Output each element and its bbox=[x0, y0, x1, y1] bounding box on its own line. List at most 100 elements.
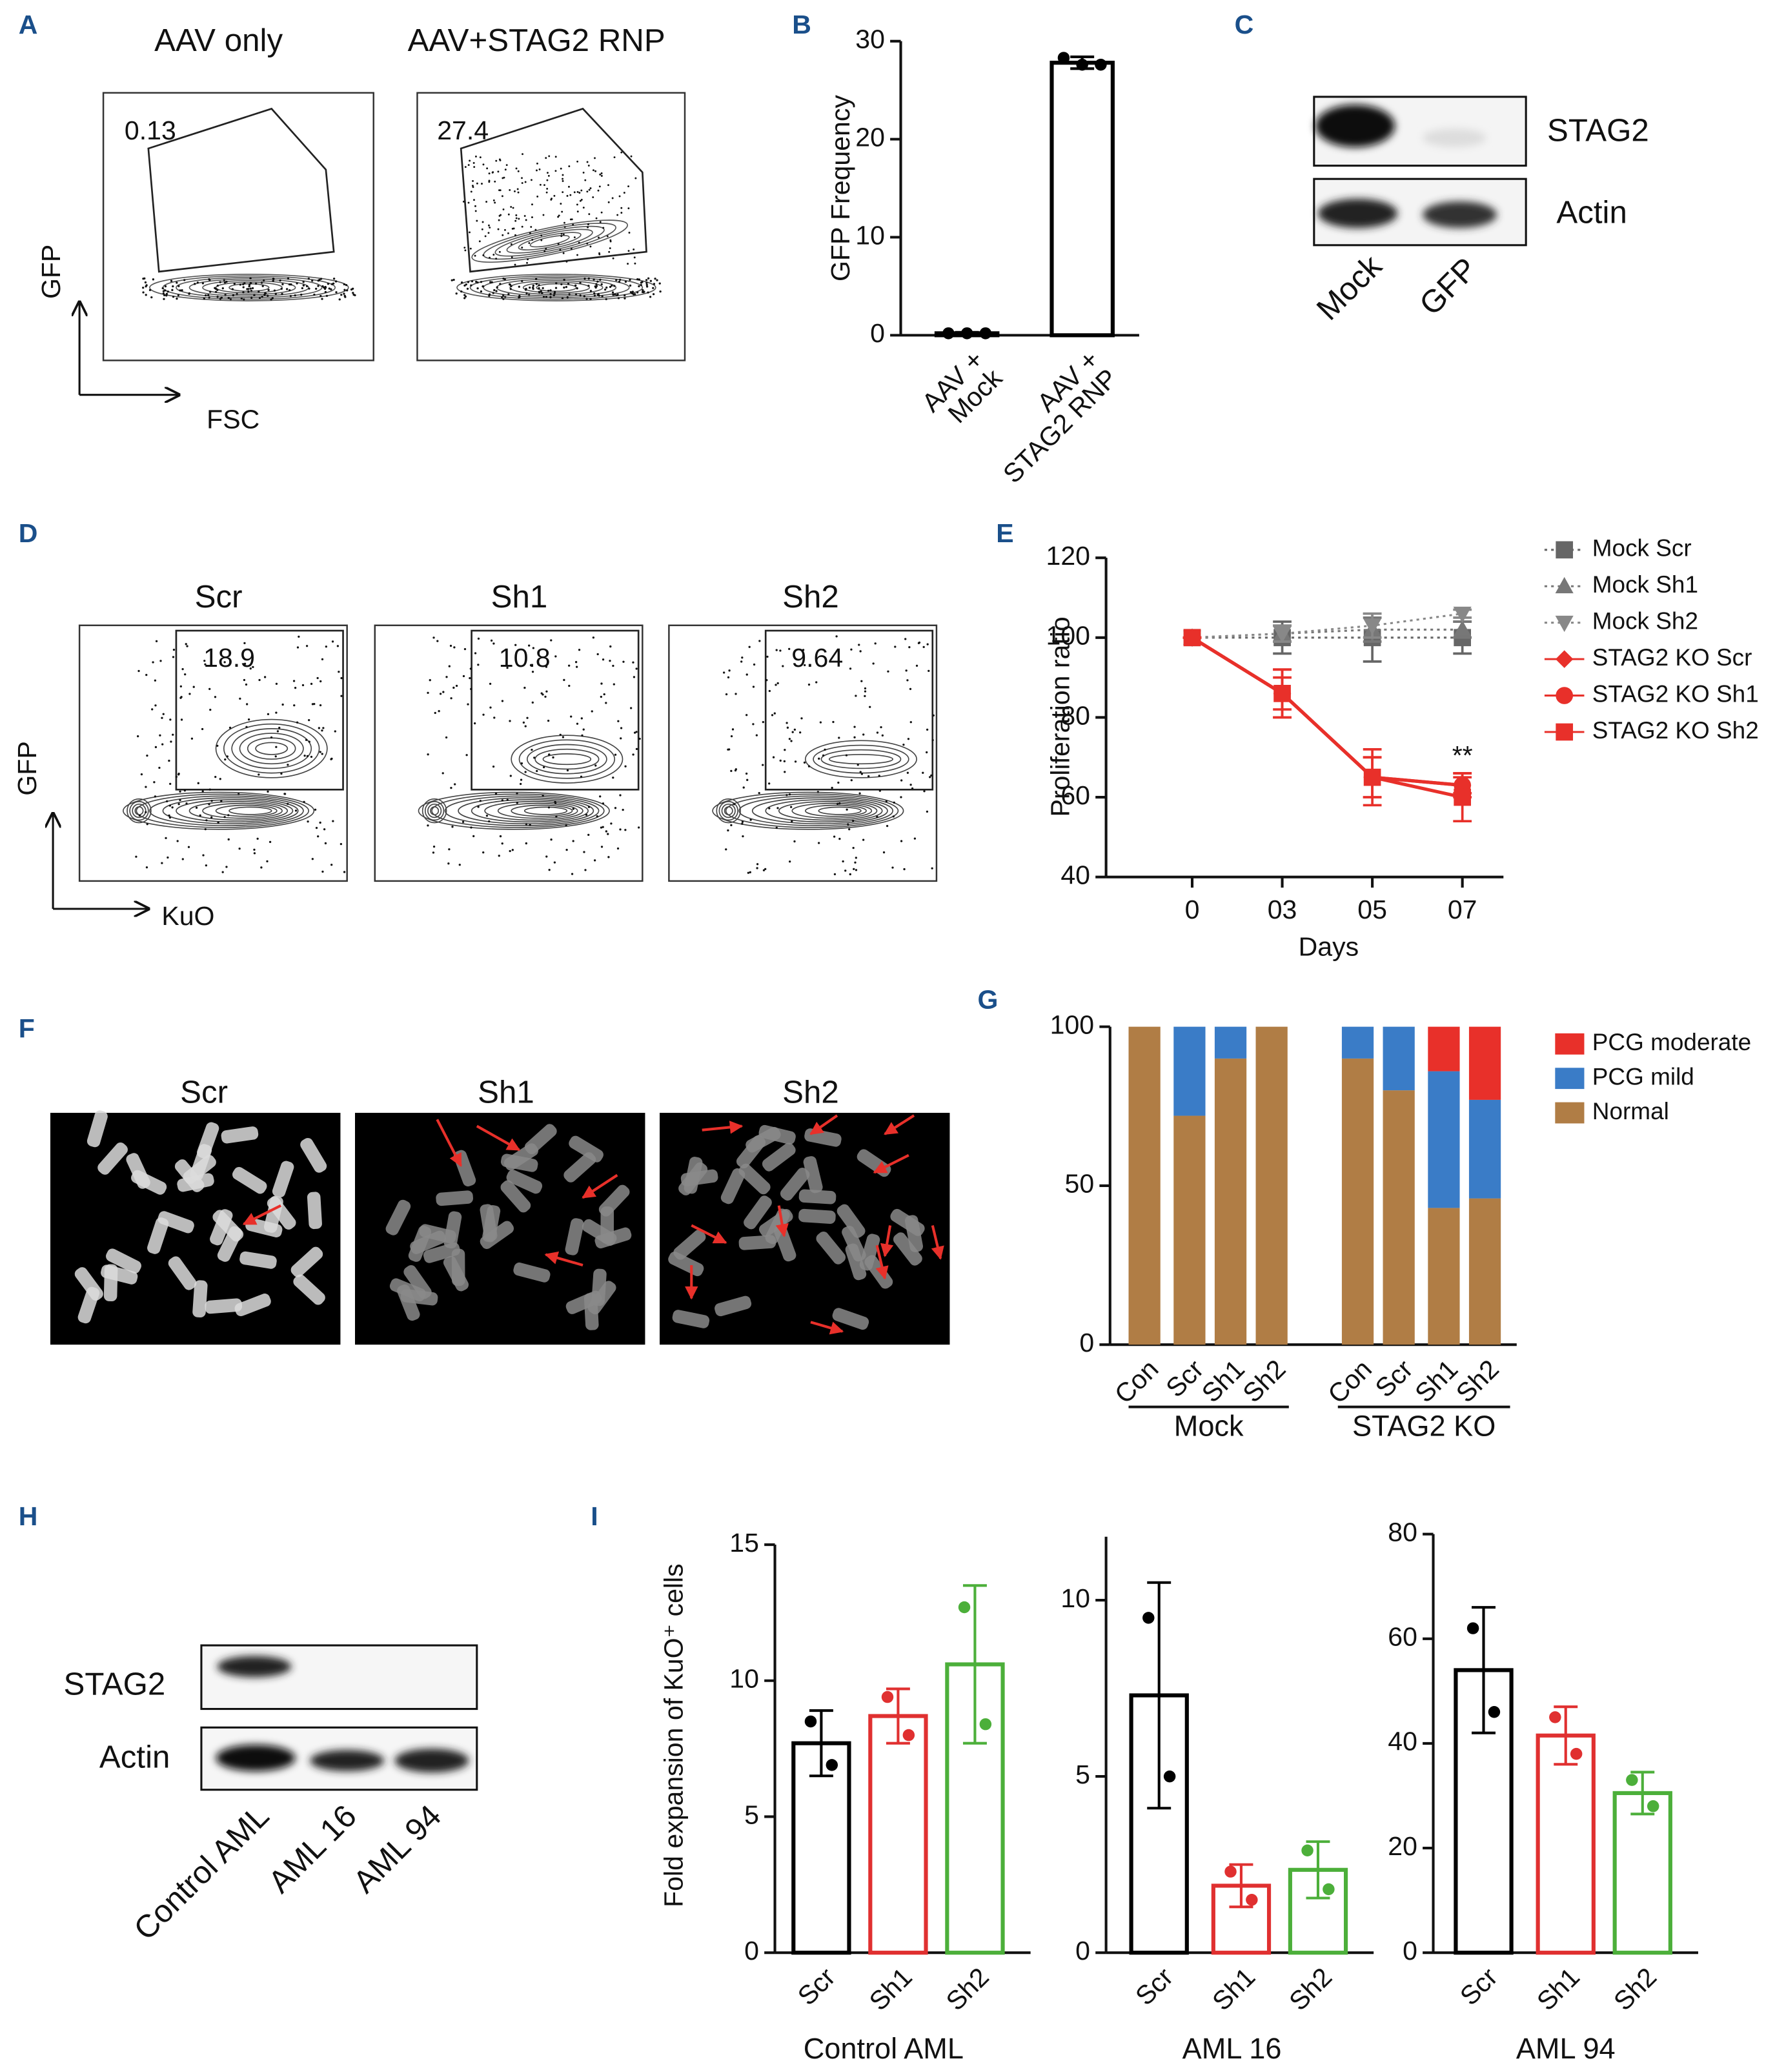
event bbox=[501, 700, 504, 702]
contour bbox=[522, 281, 591, 294]
event bbox=[161, 862, 163, 864]
event bbox=[243, 298, 245, 301]
chromosome bbox=[239, 1251, 277, 1269]
event bbox=[254, 282, 258, 285]
event bbox=[570, 715, 573, 718]
metaphase-images bbox=[50, 1110, 950, 1345]
event bbox=[154, 679, 157, 682]
data-point bbox=[1057, 52, 1070, 64]
event bbox=[210, 800, 213, 802]
event bbox=[614, 807, 617, 809]
event bbox=[311, 858, 314, 860]
event bbox=[172, 733, 174, 736]
event bbox=[317, 835, 320, 838]
event bbox=[258, 296, 261, 300]
event bbox=[214, 696, 217, 698]
event bbox=[547, 172, 549, 174]
event bbox=[470, 284, 472, 287]
event bbox=[609, 645, 612, 648]
bar-segment bbox=[1468, 1198, 1501, 1345]
event bbox=[746, 778, 749, 781]
event bbox=[723, 671, 725, 674]
event bbox=[502, 298, 505, 300]
event bbox=[203, 660, 206, 662]
event bbox=[466, 287, 469, 290]
event bbox=[923, 790, 926, 793]
event bbox=[547, 289, 550, 292]
event bbox=[611, 284, 613, 287]
lane-label: AML 94 bbox=[347, 1798, 449, 1900]
event bbox=[891, 866, 894, 869]
event bbox=[145, 674, 148, 676]
event bbox=[145, 284, 148, 287]
event bbox=[469, 231, 471, 234]
event bbox=[635, 747, 638, 751]
event bbox=[574, 293, 578, 296]
bar-segment bbox=[1383, 1026, 1415, 1091]
contour bbox=[725, 793, 899, 828]
event bbox=[170, 279, 173, 282]
contour bbox=[430, 806, 440, 816]
event bbox=[636, 278, 639, 281]
y-axis-label: Fold expansion of KuO⁺ cells bbox=[658, 1563, 688, 1907]
event bbox=[546, 179, 549, 181]
event bbox=[549, 289, 552, 292]
event bbox=[544, 695, 547, 698]
event bbox=[775, 826, 778, 829]
event bbox=[526, 716, 529, 719]
event bbox=[432, 636, 435, 639]
event bbox=[583, 295, 586, 298]
legend-label: PCG mild bbox=[1592, 1063, 1694, 1090]
event bbox=[470, 190, 472, 193]
chromosome bbox=[234, 1294, 271, 1317]
event bbox=[489, 706, 492, 709]
event bbox=[179, 790, 181, 793]
panel-label: E bbox=[996, 518, 1013, 548]
event bbox=[838, 802, 841, 805]
chromosome bbox=[758, 1124, 796, 1144]
event bbox=[804, 664, 806, 667]
event bbox=[498, 250, 501, 253]
event bbox=[782, 665, 784, 667]
event bbox=[858, 644, 860, 646]
error-bar bbox=[1229, 1863, 1253, 1909]
event bbox=[788, 738, 791, 740]
panel-label: I bbox=[591, 1501, 598, 1531]
y-tick-label: 60 bbox=[1388, 1622, 1417, 1652]
event bbox=[557, 216, 560, 218]
event bbox=[530, 226, 532, 228]
event bbox=[153, 781, 156, 784]
event bbox=[322, 727, 325, 729]
x-tick-label: Scr bbox=[1454, 1962, 1503, 2011]
event bbox=[832, 720, 835, 724]
contours bbox=[78, 624, 938, 882]
event bbox=[536, 769, 538, 773]
event bbox=[592, 636, 595, 639]
event bbox=[587, 223, 589, 225]
event bbox=[776, 682, 779, 685]
event bbox=[620, 727, 623, 729]
event bbox=[531, 701, 534, 704]
chromosome bbox=[762, 1143, 796, 1172]
event bbox=[788, 647, 791, 651]
event bbox=[523, 215, 526, 217]
y-tick-label: 10 bbox=[729, 1664, 759, 1694]
event bbox=[733, 803, 736, 806]
event bbox=[587, 165, 590, 167]
event bbox=[559, 249, 562, 251]
event bbox=[178, 773, 180, 775]
event bbox=[529, 664, 532, 667]
event bbox=[527, 258, 529, 261]
event bbox=[649, 296, 652, 298]
event bbox=[772, 756, 775, 758]
event bbox=[256, 837, 259, 840]
event bbox=[465, 283, 467, 286]
event bbox=[171, 806, 174, 809]
event bbox=[258, 290, 260, 293]
event bbox=[517, 191, 520, 194]
event bbox=[907, 738, 910, 740]
event bbox=[768, 782, 771, 785]
event bbox=[219, 298, 222, 300]
event bbox=[887, 670, 889, 673]
event bbox=[619, 278, 622, 281]
